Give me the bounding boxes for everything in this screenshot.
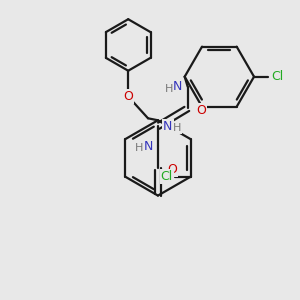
Text: Cl: Cl (272, 70, 284, 83)
Text: N: N (173, 80, 182, 93)
Text: H: H (172, 123, 181, 133)
Text: H: H (135, 143, 143, 153)
Text: O: O (167, 163, 177, 176)
Text: Cl: Cl (160, 170, 173, 183)
Text: H: H (165, 84, 173, 94)
Text: N: N (143, 140, 153, 152)
Text: O: O (196, 104, 206, 117)
Text: N: N (163, 120, 172, 133)
Text: O: O (123, 90, 133, 103)
